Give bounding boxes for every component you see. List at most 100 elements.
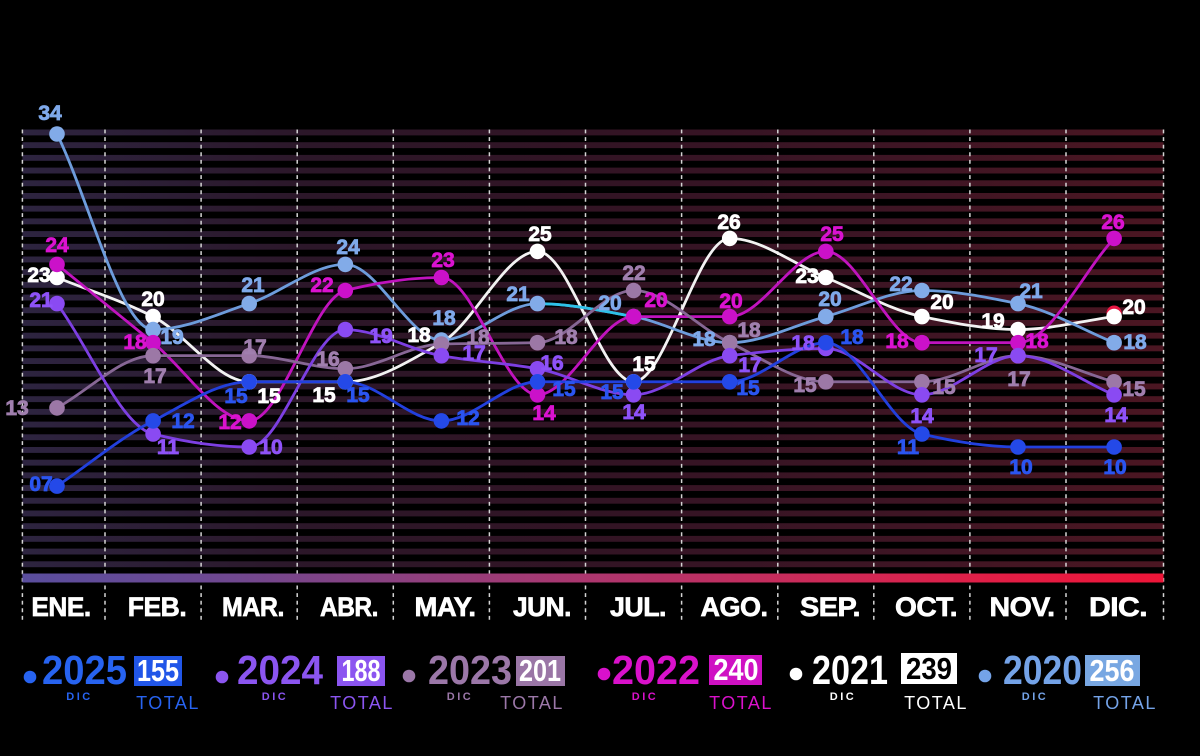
svg-text:240: 240 (714, 652, 759, 687)
svg-text:18: 18 (692, 328, 716, 351)
svg-text:201: 201 (519, 653, 561, 688)
svg-text:17: 17 (974, 344, 997, 367)
svg-text:2020: 2020 (1003, 647, 1082, 693)
svg-text:20: 20 (1122, 296, 1145, 319)
svg-text:22: 22 (889, 273, 912, 296)
svg-text:MAR.: MAR. (222, 592, 284, 622)
svg-text:15: 15 (224, 385, 248, 408)
svg-text:23: 23 (27, 264, 50, 287)
svg-text:18: 18 (791, 332, 815, 355)
svg-text:SEP.: SEP. (800, 592, 860, 622)
svg-text:23: 23 (431, 249, 454, 272)
svg-text:20: 20 (930, 291, 953, 314)
svg-text:26: 26 (1101, 211, 1124, 234)
svg-text:19: 19 (160, 326, 183, 349)
svg-text:TOTAL: TOTAL (1093, 693, 1157, 713)
svg-text:25: 25 (820, 223, 844, 246)
svg-text:21: 21 (506, 283, 530, 306)
svg-text:10: 10 (1103, 456, 1126, 479)
svg-text:155: 155 (137, 653, 179, 688)
svg-text:DIC: DIC (1022, 691, 1048, 703)
svg-text:34: 34 (38, 102, 62, 125)
svg-text:DIC: DIC (830, 691, 856, 703)
svg-text:20: 20 (644, 289, 667, 312)
svg-text:DIC: DIC (66, 691, 92, 703)
svg-text:15: 15 (1122, 378, 1146, 401)
svg-text:11: 11 (897, 436, 920, 459)
svg-text:DIC: DIC (632, 691, 658, 703)
svg-text:15: 15 (600, 381, 624, 404)
svg-text:21: 21 (29, 289, 53, 312)
svg-text:ENE.: ENE. (31, 592, 90, 622)
svg-text:20: 20 (719, 290, 742, 313)
svg-text:DIC.: DIC. (1089, 592, 1147, 622)
svg-text:15: 15 (793, 374, 817, 397)
svg-text:23: 23 (795, 265, 818, 288)
svg-text:10: 10 (259, 436, 282, 459)
svg-text:DIC: DIC (447, 691, 473, 703)
svg-text:13: 13 (5, 397, 28, 420)
svg-text:256: 256 (1090, 653, 1135, 688)
svg-text:20: 20 (141, 288, 164, 311)
svg-text:15: 15 (552, 378, 576, 401)
svg-text:21: 21 (1019, 280, 1043, 303)
svg-text:18: 18 (432, 307, 456, 330)
svg-text:TOTAL: TOTAL (136, 693, 200, 713)
svg-text:19: 19 (369, 325, 392, 348)
svg-text:18: 18 (554, 326, 578, 349)
svg-text:22: 22 (310, 274, 333, 297)
svg-text:TOTAL: TOTAL (904, 693, 968, 713)
svg-text:18: 18 (1025, 330, 1049, 353)
svg-text:14: 14 (910, 405, 934, 428)
svg-text:26: 26 (717, 211, 740, 234)
svg-text:TOTAL: TOTAL (330, 693, 394, 713)
svg-text:12: 12 (171, 410, 194, 433)
svg-text:14: 14 (1104, 404, 1128, 427)
svg-text:25: 25 (528, 223, 552, 246)
svg-text:18: 18 (737, 319, 761, 342)
svg-text:16: 16 (540, 352, 563, 375)
svg-text:15: 15 (632, 353, 656, 376)
svg-text:14: 14 (532, 402, 556, 425)
svg-text:20: 20 (818, 288, 841, 311)
svg-text:19: 19 (981, 310, 1004, 333)
svg-text:MAY.: MAY. (415, 592, 476, 622)
svg-text:15: 15 (312, 384, 336, 407)
svg-text:2025: 2025 (42, 647, 127, 693)
svg-text:07: 07 (29, 473, 52, 496)
svg-text:JUL.: JUL. (610, 592, 666, 622)
svg-text:18: 18 (407, 324, 431, 347)
svg-text:18: 18 (1123, 331, 1147, 354)
svg-text:TOTAL: TOTAL (709, 693, 773, 713)
svg-text:18: 18 (840, 326, 864, 349)
svg-text:14: 14 (622, 401, 646, 424)
svg-text:11: 11 (157, 436, 180, 459)
svg-text:15: 15 (346, 384, 370, 407)
svg-text:2023: 2023 (428, 647, 512, 693)
svg-text:AGO.: AGO. (701, 592, 768, 622)
svg-text:18: 18 (123, 331, 147, 354)
svg-text:22: 22 (622, 262, 645, 285)
svg-text:TOTAL: TOTAL (500, 693, 564, 713)
svg-text:10: 10 (1009, 456, 1032, 479)
svg-text:2022: 2022 (612, 647, 700, 693)
svg-text:OCT.: OCT. (895, 592, 957, 622)
svg-text:JUN.: JUN. (513, 592, 571, 622)
svg-text:18: 18 (885, 330, 909, 353)
svg-text:15: 15 (257, 385, 281, 408)
svg-text:12: 12 (218, 411, 241, 434)
svg-text:17: 17 (462, 342, 485, 365)
svg-text:24: 24 (336, 236, 360, 259)
svg-text:12: 12 (456, 407, 479, 430)
svg-text:ABR.: ABR. (320, 592, 378, 622)
svg-text:17: 17 (243, 336, 266, 359)
svg-text:15: 15 (736, 377, 760, 400)
svg-text:18: 18 (466, 326, 490, 349)
svg-text:FEB.: FEB. (128, 592, 187, 622)
svg-text:DIC: DIC (262, 691, 288, 703)
svg-text:17: 17 (1007, 368, 1030, 391)
svg-text:21: 21 (241, 274, 265, 297)
svg-text:15: 15 (932, 376, 956, 399)
svg-text:2024: 2024 (237, 647, 323, 693)
svg-text:17: 17 (738, 354, 761, 377)
